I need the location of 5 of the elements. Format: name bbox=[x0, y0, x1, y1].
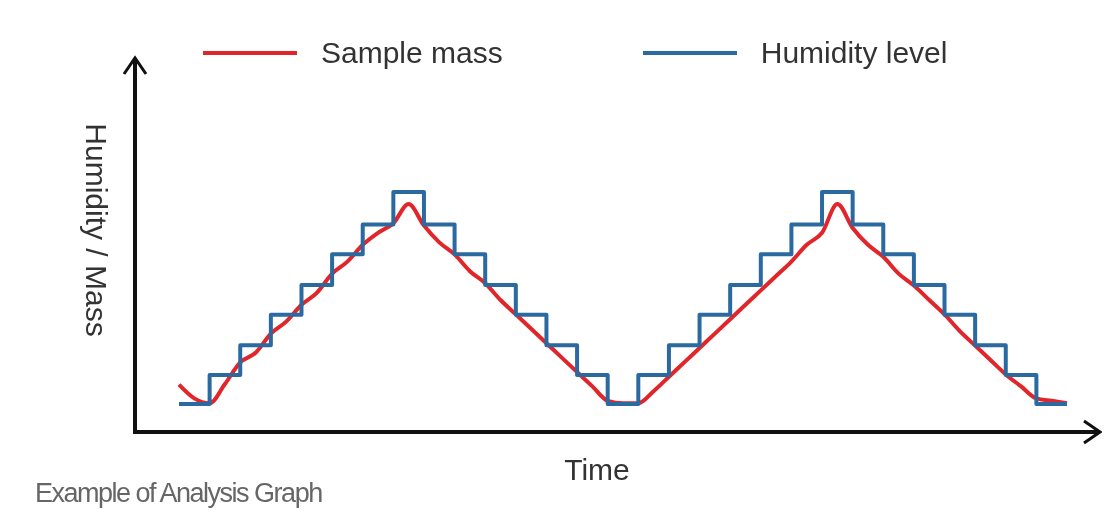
x-axis-title: Time bbox=[564, 453, 630, 486]
text: Example of Analysis Graph bbox=[35, 478, 323, 508]
y-axis-title: Humidity / Mass bbox=[80, 123, 113, 337]
legend-label: Humidity level bbox=[760, 36, 948, 70]
legend-label: Sample mass bbox=[321, 36, 503, 70]
